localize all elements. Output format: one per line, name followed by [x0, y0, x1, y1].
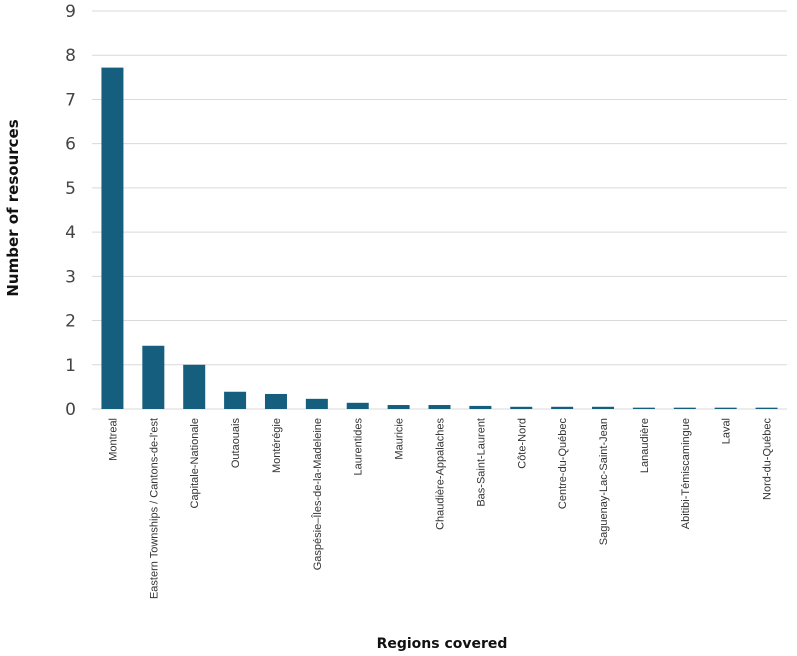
x-axis-label: Regions covered	[377, 636, 508, 652]
x-tick-label: Saguenay-Lac-Saint-Jean	[598, 418, 610, 545]
x-tick-label: Côte-Nord	[516, 418, 528, 469]
y-tick-label: 0	[65, 400, 76, 420]
x-tick-label: Laval	[721, 418, 733, 444]
x-tick-label: Laurentides	[353, 418, 365, 476]
bar	[592, 406, 615, 409]
bar	[264, 393, 287, 409]
bar	[714, 407, 737, 409]
y-tick-label: 8	[65, 46, 76, 66]
bar	[469, 405, 492, 409]
x-tick-label: Bas-Saint-Laurent	[475, 418, 487, 507]
bar	[101, 67, 124, 410]
x-tick-label: Abitibi-Témiscamingue	[680, 418, 692, 529]
x-tick-label: Outaouais	[230, 418, 242, 469]
x-tick-label: Chaudière-Appalaches	[435, 418, 447, 530]
x-tick-label: Centre-du-Québec	[557, 418, 569, 510]
x-tick-label: Capitale-Nationale	[189, 418, 201, 509]
y-tick-label: 6	[65, 135, 76, 155]
x-tick-label: Mauricie	[394, 418, 406, 460]
y-tick-label: 7	[65, 90, 76, 110]
bars	[101, 67, 778, 410]
bar	[183, 364, 206, 409]
y-axis-ticks: 0 1 2 3 4 5 6 7 8 9	[65, 2, 76, 420]
bar	[346, 402, 369, 409]
y-tick-label: 2	[65, 312, 76, 332]
bar	[224, 391, 247, 409]
x-tick-label: Gaspésie–Îles-de-la-Madeleine	[311, 418, 324, 570]
bar	[387, 405, 410, 409]
x-tick-label: Nord-du-Québec	[762, 418, 774, 500]
y-tick-label: 3	[65, 267, 76, 287]
bar	[428, 405, 451, 409]
y-axis-label: Number of resources	[4, 119, 22, 296]
x-tick-label: Montreal	[107, 418, 119, 461]
bar	[673, 407, 696, 409]
bar	[755, 407, 778, 409]
x-tick-label: Lanaudière	[639, 418, 651, 473]
bar	[305, 398, 328, 409]
x-tick-label: Montérégie	[271, 418, 283, 473]
y-tick-label: 5	[65, 179, 76, 199]
x-tick-label: Eastern Townships / Cantons-de-l'est	[148, 418, 160, 599]
x-axis-ticks: Montreal Eastern Townships / Cantons-de-l…	[107, 418, 773, 600]
bar	[632, 407, 655, 409]
bar	[142, 345, 165, 409]
y-tick-label: 9	[65, 2, 76, 22]
y-tick-label: 4	[65, 223, 76, 243]
bar	[510, 406, 533, 409]
bar	[551, 406, 574, 409]
y-tick-label: 1	[65, 356, 76, 376]
gridlines	[92, 10, 787, 410]
